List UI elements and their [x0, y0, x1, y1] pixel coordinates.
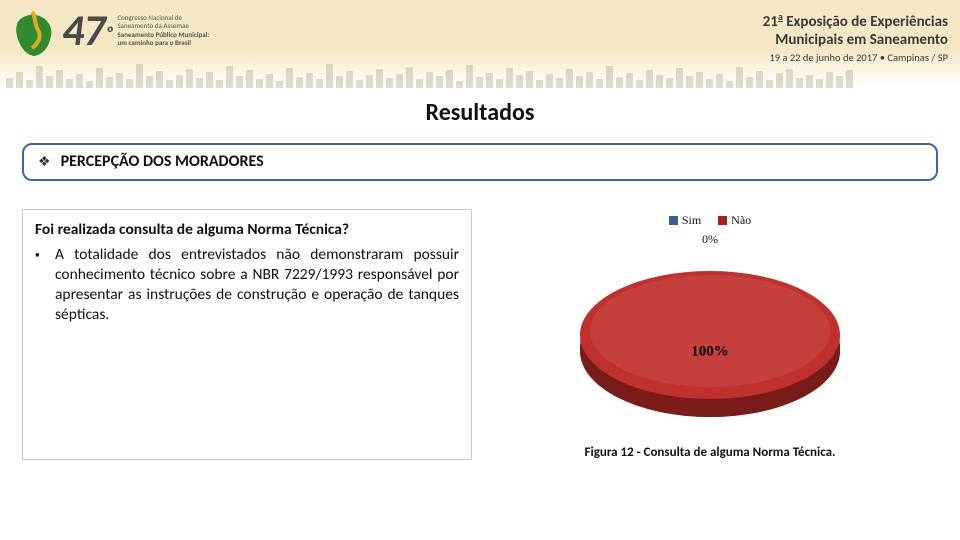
expo-line1: 21a Exposição de Experiências [763, 10, 948, 31]
question-text: Foi realizada consulta de alguma Norma T… [35, 220, 459, 239]
content-row: Foi realizada consulta de alguma Norma T… [0, 209, 960, 460]
legend-label-nao: Não [731, 213, 751, 227]
banner-right: 21a Exposição de Experiências Municipais… [763, 10, 948, 64]
expo-num: 21 [763, 13, 778, 31]
conf-sub-line: Saneamento da Assemae [117, 22, 209, 30]
pie-highlight [590, 275, 830, 387]
chart-legend: Sim Não [482, 213, 938, 228]
conf-number: 47 [62, 3, 105, 57]
chart-area: Sim Não 0% 100% Figura 12 - Consulta de … [482, 209, 938, 460]
diamond-bullet-icon: ❖ [38, 153, 51, 170]
banner: 47º Congresso Nacional de Saneamento da … [0, 0, 960, 88]
square-bullet-icon: ▪ [35, 245, 45, 324]
conf-subtitle: Congresso Nacional de Saneamento da Asse… [117, 14, 209, 47]
pie-label-top: 0% [482, 232, 938, 247]
banner-left: 47º Congresso Nacional de Saneamento da … [12, 4, 209, 60]
section-heading: PERCEPÇÃO DOS MORADORES [61, 152, 264, 171]
expo-tail: Exposição de Experiências [783, 13, 948, 31]
conf-number-sup: º [106, 22, 114, 44]
bullet-item: ▪ A totalidade dos entrevistados não dem… [35, 245, 459, 324]
item-text: A totalidade dos entrevistados não demon… [55, 245, 459, 324]
skyline-decoration [0, 58, 960, 88]
conf-sub-line: um caminho para o Brasil [117, 39, 209, 47]
conference-logo: 47º Congresso Nacional de Saneamento da … [62, 8, 209, 52]
chart-caption: Figura 12 - Consulta de alguma Norma Téc… [482, 445, 938, 460]
section-heading-box: ❖ PERCEPÇÃO DOS MORADORES [22, 143, 938, 181]
legend-swatch-sim [669, 216, 678, 225]
page-title: Resultados [0, 98, 960, 127]
expo-line2: Municipais em Saneamento [763, 31, 948, 49]
brazil-map-icon [12, 10, 56, 60]
text-panel: Foi realizada consulta de alguma Norma T… [22, 209, 472, 460]
pie-label-center: 100% [691, 343, 729, 360]
pie-chart: 100% [560, 249, 860, 429]
legend-swatch-nao [718, 216, 727, 225]
legend-label-sim: Sim [682, 213, 701, 227]
